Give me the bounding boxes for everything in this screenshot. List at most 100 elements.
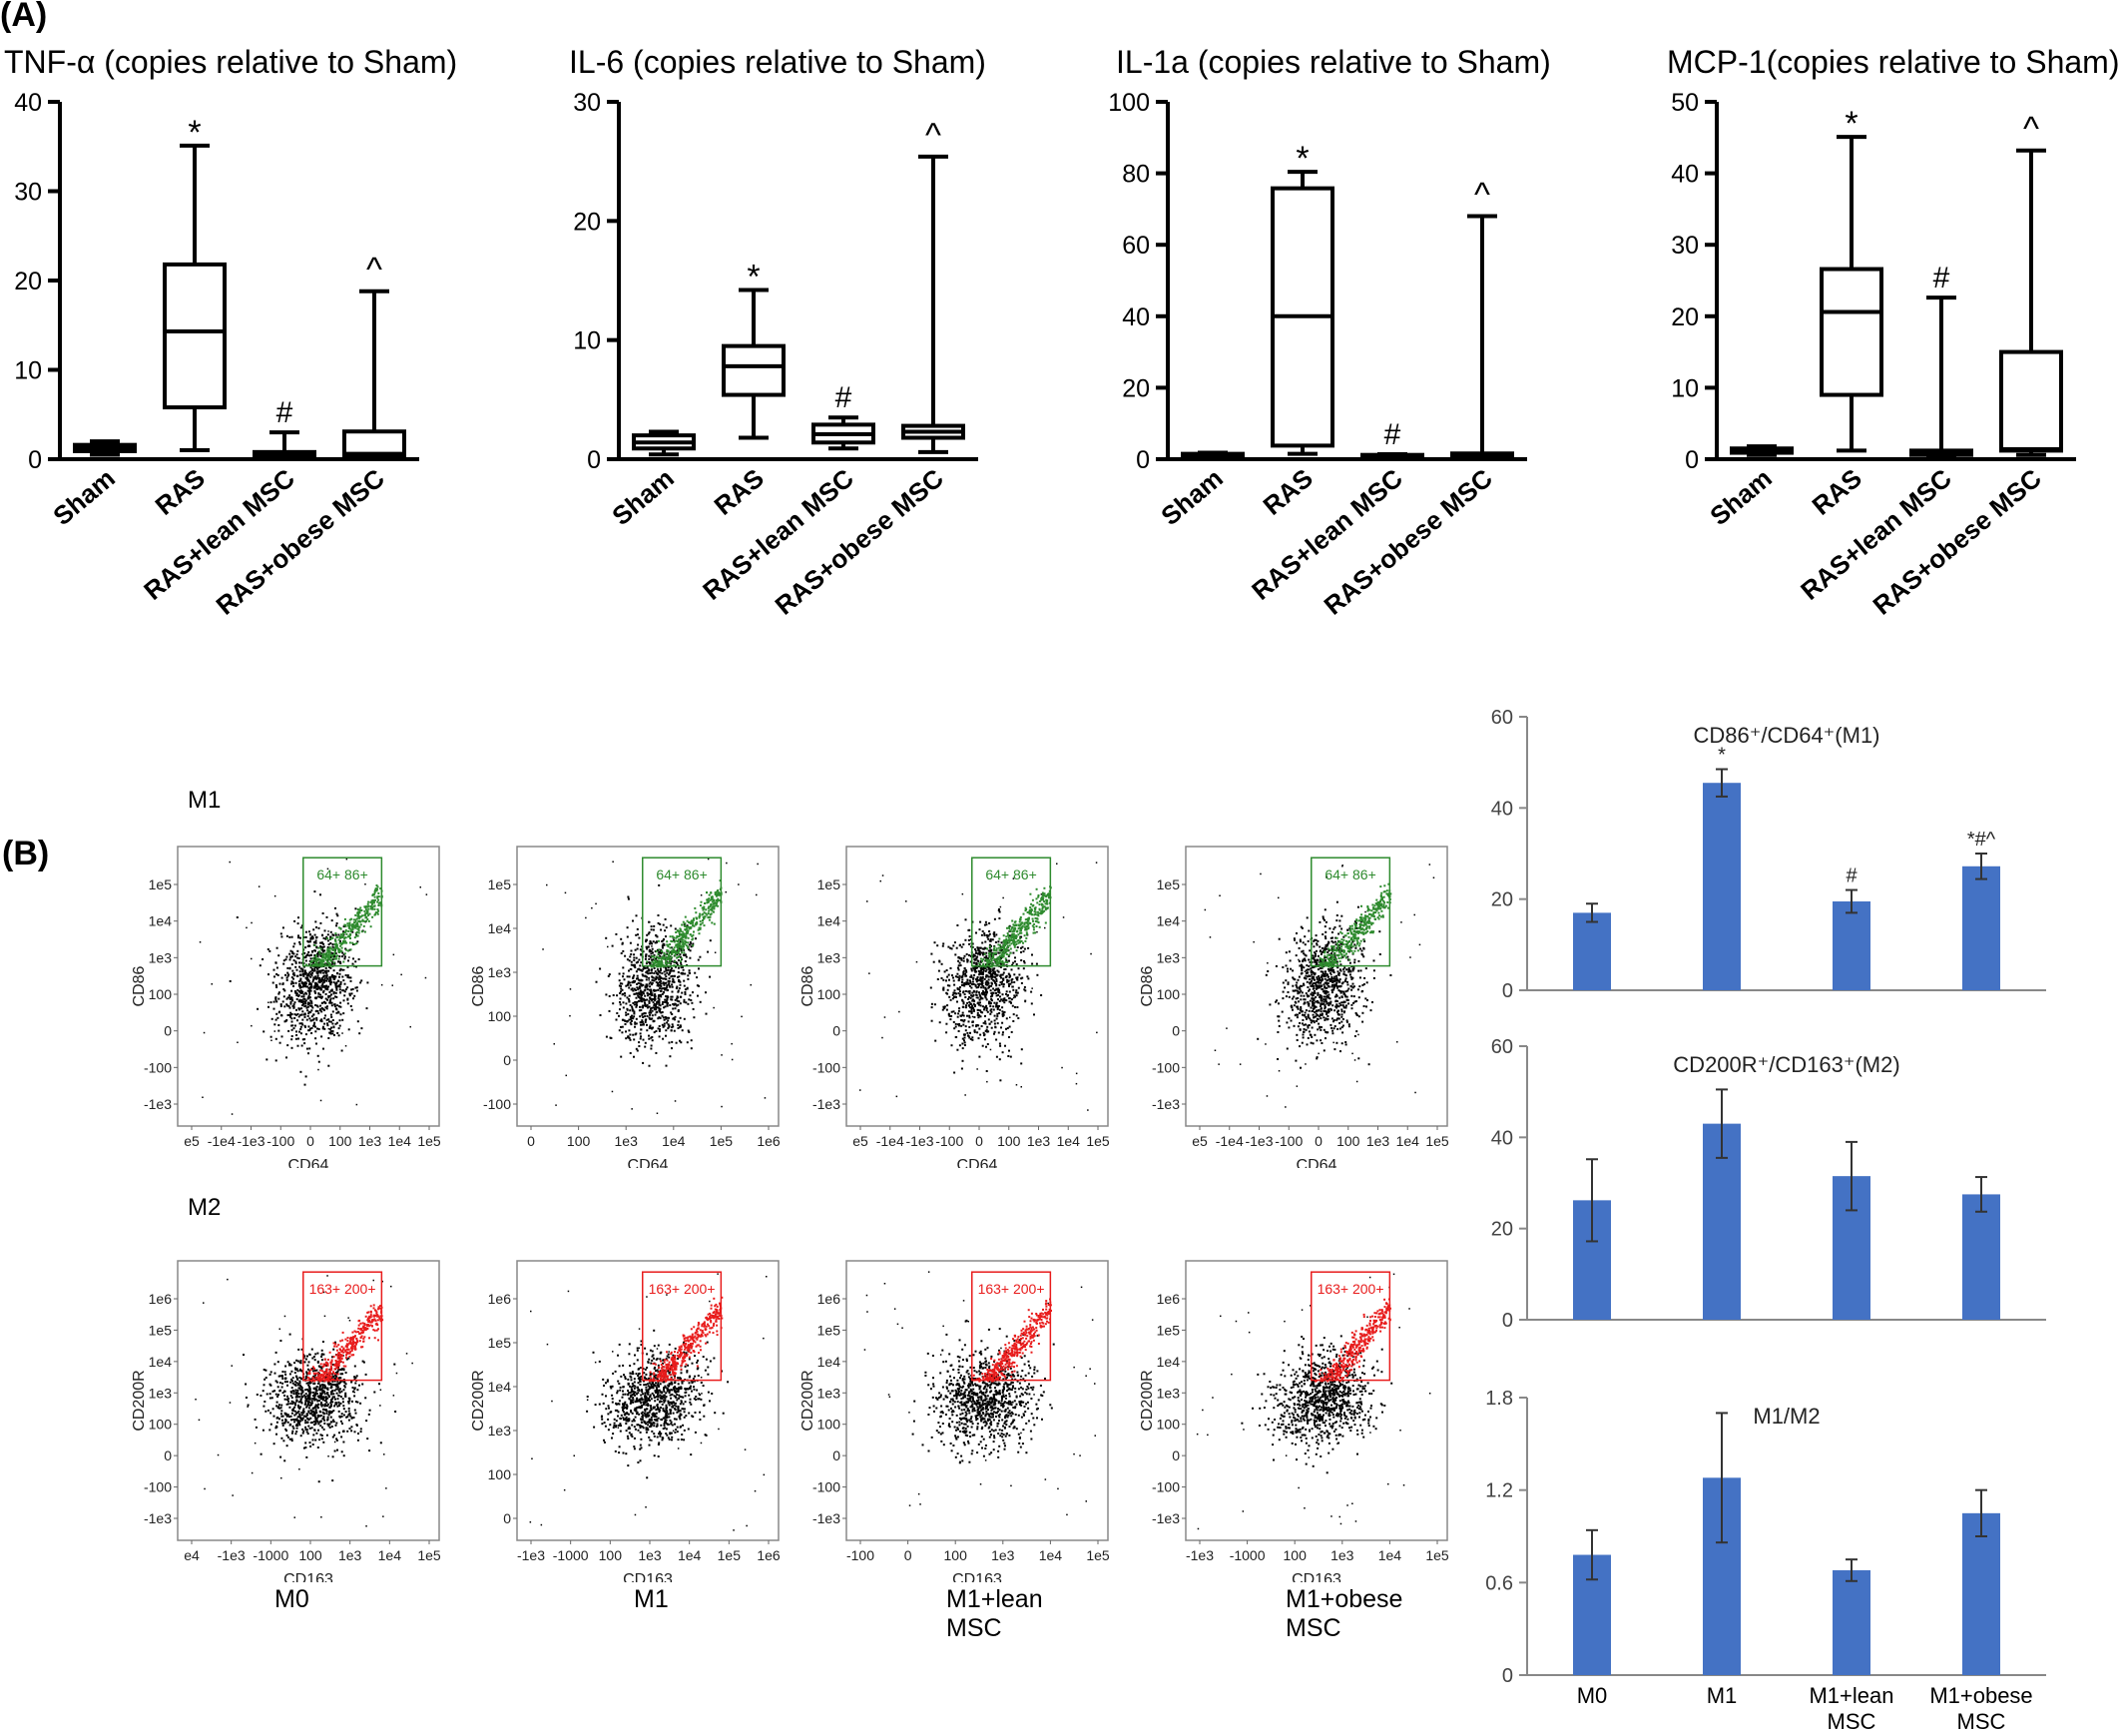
y-tick-label: 30 — [1671, 232, 1699, 260]
y-tick-label: 1.2 — [1485, 1480, 1513, 1502]
y-axis-label: CD86 — [1139, 965, 1156, 1006]
category-label: RAS+obese MSC — [1319, 462, 1498, 620]
category-label: RAS — [1258, 463, 1319, 521]
x-tick-label: -1e3 — [237, 1133, 265, 1149]
significance-label: # — [276, 396, 293, 429]
significance-label: # — [835, 381, 852, 414]
x-tick-label: -100 — [1275, 1133, 1303, 1149]
category-label: RAS+obese MSC — [211, 462, 390, 620]
y-tick-label: 1e6 — [488, 1291, 512, 1307]
y-tick-label: 1e5 — [149, 1322, 173, 1338]
x-axis-label: CD163 — [1292, 1571, 1341, 1582]
x-tick-label: -1000 — [253, 1547, 288, 1563]
condition-label-lean: M1+lean MSC — [946, 1585, 1043, 1642]
x-tick-label: 1e6 — [757, 1547, 781, 1563]
significance-label: # — [1846, 866, 1858, 887]
condition-label-m1: M1 — [634, 1585, 669, 1613]
y-tick-label: 0 — [503, 1052, 511, 1068]
gated-events — [972, 1298, 1052, 1383]
y-tick-label: 1e3 — [488, 964, 512, 980]
gate-box — [302, 857, 383, 967]
x-tick-label: e5 — [1192, 1133, 1208, 1149]
y-tick-label: 1e5 — [817, 1322, 841, 1338]
category-label: Sham — [47, 463, 121, 531]
x-tick-label: 1e5 — [1425, 1133, 1449, 1149]
bar-chart-title: M1/M2 — [1753, 1404, 1820, 1429]
y-tick-label: 0 — [587, 446, 601, 474]
y-tick-label: 1e4 — [1157, 913, 1181, 929]
x-tick-label: 100 — [944, 1547, 968, 1563]
gate-box — [642, 1271, 723, 1382]
y-tick-label: -100 — [812, 1059, 840, 1075]
y-tick-label: 1e3 — [1157, 1385, 1181, 1401]
x-tick-label: 0 — [306, 1133, 314, 1149]
significance-label: ^ — [2023, 111, 2039, 149]
x-axis-label: CD163 — [283, 1571, 333, 1582]
y-tick-label: 1e3 — [149, 1385, 173, 1401]
y-tick-label: 0 — [1172, 1447, 1180, 1463]
x-tick-label: -1000 — [1230, 1547, 1266, 1563]
category-label: RAS+lean MSC — [138, 462, 300, 605]
x-tick-label: M1+lean — [1809, 1683, 1893, 1708]
event-cloud — [529, 1273, 768, 1531]
y-tick-label: -1e3 — [812, 1096, 840, 1112]
x-tick-label: 1e3 — [338, 1547, 362, 1563]
bar — [1833, 900, 1870, 990]
gated-events — [649, 1296, 724, 1383]
x-tick-label: -1e4 — [876, 1133, 904, 1149]
m2-row-label: M2 — [188, 1194, 222, 1221]
condition-label-m0: M0 — [274, 1585, 309, 1613]
significance-label: * — [747, 259, 760, 296]
x-axis-label: CD64 — [957, 1157, 998, 1168]
y-tick-label: 1e5 — [149, 876, 173, 892]
y-tick-label: 0.6 — [1485, 1572, 1513, 1594]
y-tick-label: 40 — [1122, 303, 1150, 331]
y-tick-label: 1e5 — [1157, 1322, 1181, 1338]
category-label: RAS+lean MSC — [697, 462, 859, 605]
y-tick-label: 0 — [832, 1023, 840, 1039]
flow-plot-m2-m1: 1e6 1e5 1e4 1e3 100 0 -1e3 -1000 100 1e3 1e4 1e5 1e6… — [470, 1260, 781, 1582]
x-tick-label: 1e4 — [1378, 1547, 1402, 1563]
y-tick-label: 0 — [832, 1447, 840, 1463]
y-tick-label: 50 — [1671, 90, 1699, 117]
x-tick-label: e5 — [852, 1133, 868, 1149]
bar — [1962, 1512, 2000, 1675]
gated-events — [305, 884, 383, 968]
y-axis-label: CD200R — [470, 1370, 487, 1431]
x-tick-label: 100 — [567, 1133, 591, 1149]
tnf-box-plot: 0 10 20 30 40 Sham * RAS # RAS+lean MSC ^ RAS+obese… — [14, 90, 419, 621]
gated-events — [306, 1304, 384, 1383]
gate-label: 163+ 200+ — [1318, 1281, 1384, 1297]
bar-chart-title: CD86⁺/CD64⁺(M1) — [1693, 723, 1879, 748]
category-label: RAS — [150, 463, 211, 521]
x-tick-label: 100 — [599, 1547, 623, 1563]
x-tick-label: 0 — [975, 1133, 983, 1149]
y-tick-label: 0 — [1136, 446, 1150, 474]
y-tick-label: -100 — [483, 1096, 511, 1112]
y-tick-label: -100 — [144, 1479, 172, 1495]
x-tick-label: e4 — [184, 1547, 200, 1563]
gate-label: 64+ 86+ — [656, 867, 707, 882]
y-axis-label: CD86 — [470, 965, 487, 1006]
gate-box — [971, 1271, 1052, 1382]
y-tick-label: 1e4 — [1157, 1354, 1181, 1370]
il1a-box-plot: 0 20 40 60 80 100 Sham * RAS # RAS+lean MSC ^ RAS+ob… — [1108, 90, 1527, 621]
panel-b-label: (B) — [2, 835, 50, 872]
category-label: RAS+lean MSC — [1795, 462, 1957, 605]
category-label: Sham — [1155, 463, 1229, 531]
significance-label: * — [1718, 745, 1726, 767]
x-tick-label: e5 — [184, 1133, 200, 1149]
x-tick-label: -1e3 — [1186, 1547, 1214, 1563]
x-tick-label: 100 — [328, 1133, 352, 1149]
y-tick-label: 1e5 — [488, 1335, 512, 1351]
y-tick-label: 40 — [1491, 798, 1513, 820]
y-tick-label: -100 — [812, 1479, 840, 1495]
y-tick-label: 1e4 — [488, 1379, 512, 1395]
x-tick-label: -1e3 — [1245, 1133, 1273, 1149]
significance-label: # — [1384, 418, 1401, 451]
x-tick-label: -1e4 — [1216, 1133, 1244, 1149]
x-axis-label: CD163 — [952, 1571, 1002, 1582]
x-tick-label: 1e3 — [638, 1547, 662, 1563]
x-tick-label: -100 — [935, 1133, 963, 1149]
